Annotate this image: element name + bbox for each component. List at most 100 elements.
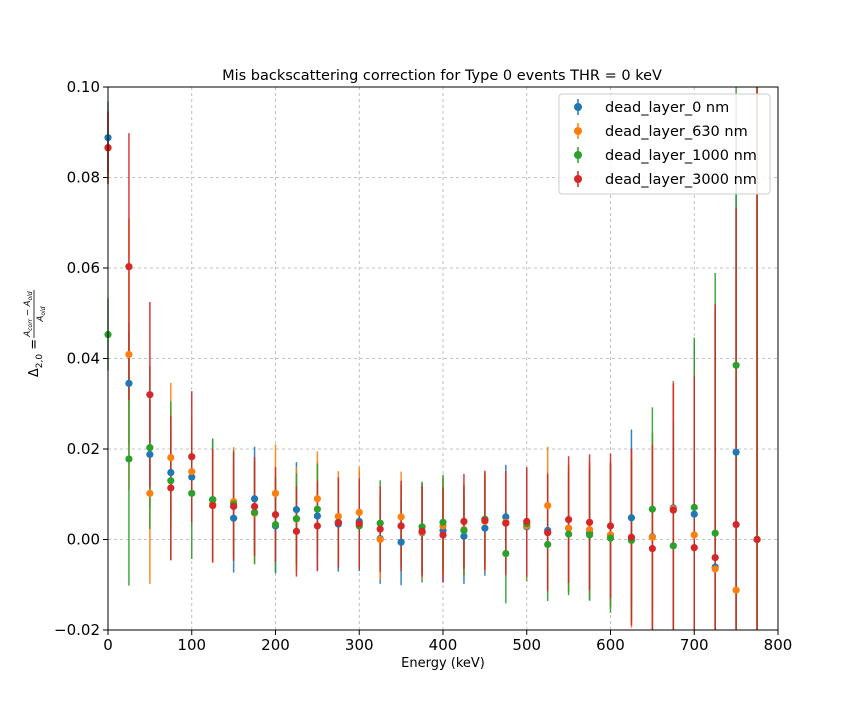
data-point (565, 515, 573, 524)
x-axis-label: Energy (keV) (401, 656, 485, 671)
data-point (397, 538, 405, 546)
x-tick-label: 500 (512, 636, 541, 654)
data-point (753, 535, 761, 544)
y-tick-label: 0.10 (67, 78, 100, 96)
data-point (711, 529, 719, 537)
data-point (188, 489, 196, 497)
data-point (669, 506, 677, 514)
data-point (732, 586, 740, 594)
y-axis-label-subscript: 2,0 (35, 354, 45, 369)
data-point (230, 514, 238, 522)
data-point (711, 554, 719, 562)
data-point (313, 512, 321, 520)
data-point (125, 350, 133, 359)
data-point (669, 542, 677, 550)
data-point (690, 544, 698, 552)
data-point (606, 534, 615, 542)
data-point (355, 520, 363, 528)
data-point (125, 455, 133, 463)
data-point (690, 503, 698, 511)
data-point (544, 501, 552, 510)
legend-label: dead_layer_1000 nm (605, 148, 757, 164)
data-point (250, 508, 259, 516)
data-point (439, 531, 447, 539)
x-tick-label: 600 (596, 636, 625, 654)
data-point (732, 448, 740, 456)
data-point (167, 484, 175, 492)
x-tick-label: 300 (345, 636, 374, 654)
data-point (125, 263, 133, 271)
data-point (167, 468, 175, 477)
legend-marker (574, 127, 582, 135)
data-point (313, 522, 321, 530)
data-point (460, 526, 468, 535)
data-point (188, 453, 196, 461)
y-axis-label-fraction: Acorr − Aold Aold (23, 290, 47, 338)
data-point (146, 450, 154, 459)
data-point (292, 515, 301, 523)
y-axis-label-denominator: Aold (36, 306, 47, 322)
data-point (271, 520, 280, 529)
data-point (606, 522, 615, 530)
y-tick-label: 0.00 (67, 531, 100, 549)
data-point (230, 502, 238, 511)
data-point (502, 519, 510, 527)
data-point (732, 520, 740, 529)
data-point (376, 535, 384, 544)
data-point (627, 514, 636, 522)
data-point (711, 565, 719, 573)
legend-label: dead_layer_3000 nm (605, 172, 757, 188)
data-point (648, 533, 656, 541)
data-point (439, 518, 447, 526)
x-tick-label: 700 (680, 636, 709, 654)
data-point (292, 506, 301, 514)
data-point (565, 530, 573, 538)
data-point (627, 533, 636, 541)
data-point (271, 511, 280, 519)
data-point (355, 508, 363, 516)
y-axis-label-delta: Δ (27, 368, 42, 377)
data-point (523, 517, 531, 526)
data-point (502, 549, 510, 558)
chart-title: Mis backscattering correction for Type 0… (222, 68, 662, 84)
data-point (544, 529, 552, 537)
y-axis-label-equals: = (27, 339, 42, 354)
x-tick-label: 400 (429, 636, 458, 654)
data-point (648, 505, 656, 513)
data-point (167, 453, 175, 462)
y-axis-label-text: Δ2,0 = (27, 339, 45, 377)
x-tick-label: 100 (177, 636, 206, 654)
data-point (397, 513, 405, 521)
data-points (104, 134, 761, 594)
y-tick-label: 0.06 (67, 259, 100, 277)
y-tick-label: 0.02 (67, 440, 100, 458)
data-point (313, 495, 321, 503)
y-axis-ticks: −0.02 0.00 0.02 0.04 0.06 0.08 0.10 (54, 78, 108, 639)
x-tick-label: 800 (764, 636, 793, 654)
data-point (690, 510, 698, 518)
data-point (334, 512, 342, 521)
x-tick-label: 200 (261, 636, 290, 654)
legend: dead_layer_0 nm dead_layer_630 nm dead_lay… (558, 93, 771, 195)
data-point (167, 477, 175, 485)
data-point (209, 496, 217, 504)
y-tick-label: −0.02 (54, 621, 100, 639)
data-point (585, 525, 594, 534)
data-point (481, 516, 489, 525)
legend-frame (558, 93, 771, 195)
data-point (250, 502, 259, 511)
y-axis-label: Δ2,0 = Acorr − Aold Aold (23, 290, 47, 377)
data-point (460, 517, 468, 526)
data-point (146, 489, 154, 497)
data-point (334, 519, 342, 527)
data-point (585, 518, 594, 526)
legend-label: dead_layer_0 nm (605, 100, 729, 116)
x-axis-ticks: 0 100 200 300 400 500 600 700 800 (103, 630, 792, 654)
data-point (648, 544, 656, 553)
data-point (209, 501, 217, 510)
data-point (481, 524, 489, 532)
data-point (544, 540, 552, 549)
legend-label: dead_layer_630 nm (605, 124, 748, 140)
data-point (418, 527, 426, 535)
